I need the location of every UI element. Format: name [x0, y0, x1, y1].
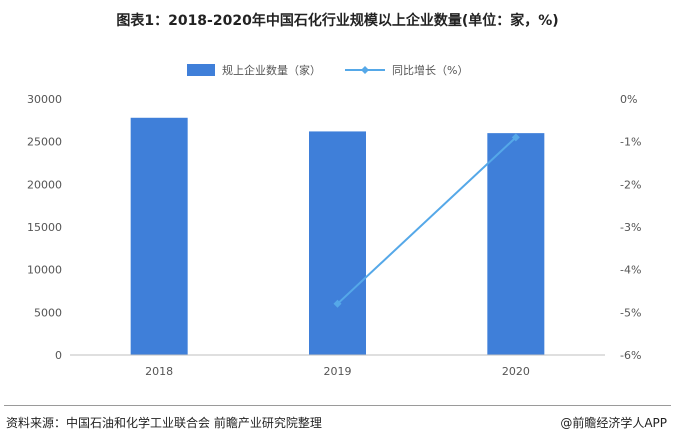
left-tick-label: 0	[55, 349, 62, 362]
bar	[487, 133, 545, 355]
x-axis: 2018 2019 2020	[70, 354, 605, 378]
brand-name: 前瞻经济学人APP	[572, 416, 667, 430]
right-tick-label: -2%	[620, 178, 641, 191]
right-tick-label: -6%	[620, 349, 641, 362]
line-point-marker	[333, 299, 342, 308]
left-tick-label: 10000	[27, 264, 62, 277]
left-tick-label: 5000	[34, 306, 62, 319]
growth-line	[336, 136, 517, 305]
right-tick-label: -3%	[620, 221, 641, 234]
line-point-marker	[511, 133, 520, 142]
legend-line-label: 同比增长（%）	[392, 63, 468, 77]
legend-line-marker	[361, 66, 369, 74]
legend-bar-swatch	[187, 64, 215, 76]
footer-divider	[4, 405, 671, 406]
line-series	[333, 133, 520, 308]
category-label: 2020	[502, 365, 530, 378]
right-tick-label: -4%	[620, 264, 641, 277]
right-tick-label: 0%	[620, 93, 637, 106]
category-label: 2019	[324, 365, 352, 378]
bar	[130, 117, 188, 355]
left-axis: 0 5000 10000 15000 20000 25000 30000	[27, 93, 62, 362]
brand-credit: @前瞻经济学人APP	[560, 414, 667, 431]
at-icon: @	[560, 416, 573, 430]
bar-series	[130, 117, 545, 355]
left-tick-label: 20000	[27, 178, 62, 191]
legend-bar-label: 规上企业数量（家）	[222, 63, 321, 77]
source-note: 资料来源：中国石油和化学工业联合会 前瞻产业研究院整理	[6, 416, 322, 430]
chart-title: 图表1：2018-2020年中国石化行业规模以上企业数量(单位：家，%)	[116, 13, 559, 29]
left-tick-label: 25000	[27, 136, 62, 149]
category-label: 2018	[145, 365, 173, 378]
legend: 规上企业数量（家） 同比增长（%）	[187, 63, 468, 77]
left-tick-label: 15000	[27, 221, 62, 234]
right-tick-label: -1%	[620, 136, 641, 149]
right-tick-label: -5%	[620, 306, 641, 319]
right-axis: -6% -5% -4% -3% -2% -1% 0%	[620, 93, 641, 362]
bar	[309, 131, 366, 355]
left-tick-label: 30000	[27, 93, 62, 106]
